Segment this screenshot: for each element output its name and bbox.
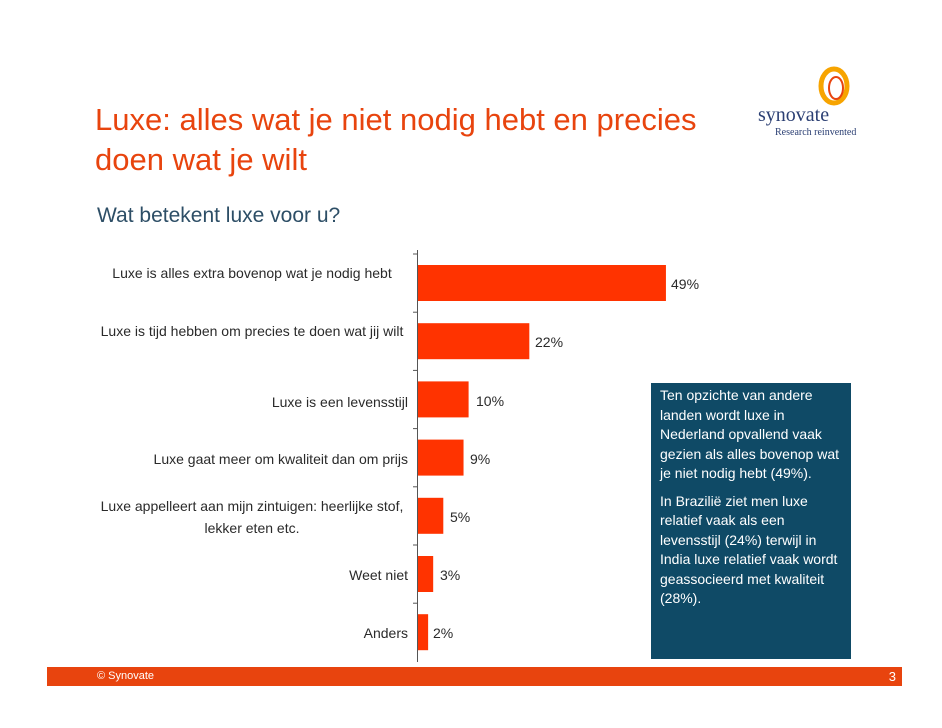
- bar-value-label: 9%: [470, 451, 491, 467]
- slide-title: Luxe: alles wat je niet nodig hebt en pr…: [95, 102, 697, 177]
- chart-bar: [418, 265, 666, 301]
- chart-bar: [418, 556, 434, 592]
- synovate-logo: synovate Research reinvented: [752, 64, 862, 144]
- bar-value-label: 49%: [671, 276, 700, 292]
- chart-category-label: Anders: [363, 625, 408, 641]
- logo-tagline: Research reinvented: [775, 127, 857, 138]
- bar-value-label: 10%: [476, 393, 505, 409]
- footer-copyright: © Synovate: [97, 670, 155, 682]
- bar-value-label: 3%: [440, 567, 461, 583]
- bar-value-label: 5%: [450, 509, 471, 525]
- chart-bar: [418, 381, 469, 418]
- page-number: 3: [888, 669, 896, 684]
- chart-category-label: Luxe gaat meer om kwaliteit dan om prijs: [153, 451, 408, 467]
- chart-bar: [418, 497, 444, 534]
- bar-value-label: 22%: [535, 334, 564, 350]
- info-paragraph: Ten opzichte van andere landen wordt lux…: [660, 387, 840, 481]
- chart-category-label: Luxe is alles extra bovenop wat je nodig…: [112, 265, 392, 281]
- chart-category-label: Weet niet: [349, 567, 408, 583]
- chart-category-label: Luxe appelleert aan mijn zintuigen: heer…: [100, 498, 404, 536]
- chart-category-label: Luxe is tijd hebben om precies te doen w…: [100, 323, 404, 339]
- chart-bar: [418, 614, 429, 651]
- info-box: Ten opzichte van andere landen wordt lux…: [651, 383, 851, 659]
- chart-bar: [418, 323, 530, 360]
- footer-bar: © Synovate 3: [47, 667, 902, 686]
- logo-name: synovate: [758, 104, 830, 126]
- chart-category-label: Luxe is een levensstijl: [271, 394, 408, 410]
- logo-ring-icon: [818, 66, 850, 106]
- chart-bar: [418, 439, 464, 476]
- slide-subtitle: Wat betekent luxe voor u?: [97, 204, 341, 227]
- bar-value-label: 2%: [433, 625, 454, 641]
- info-paragraph: In Brazilië ziet men luxe relatief vaak …: [660, 492, 838, 607]
